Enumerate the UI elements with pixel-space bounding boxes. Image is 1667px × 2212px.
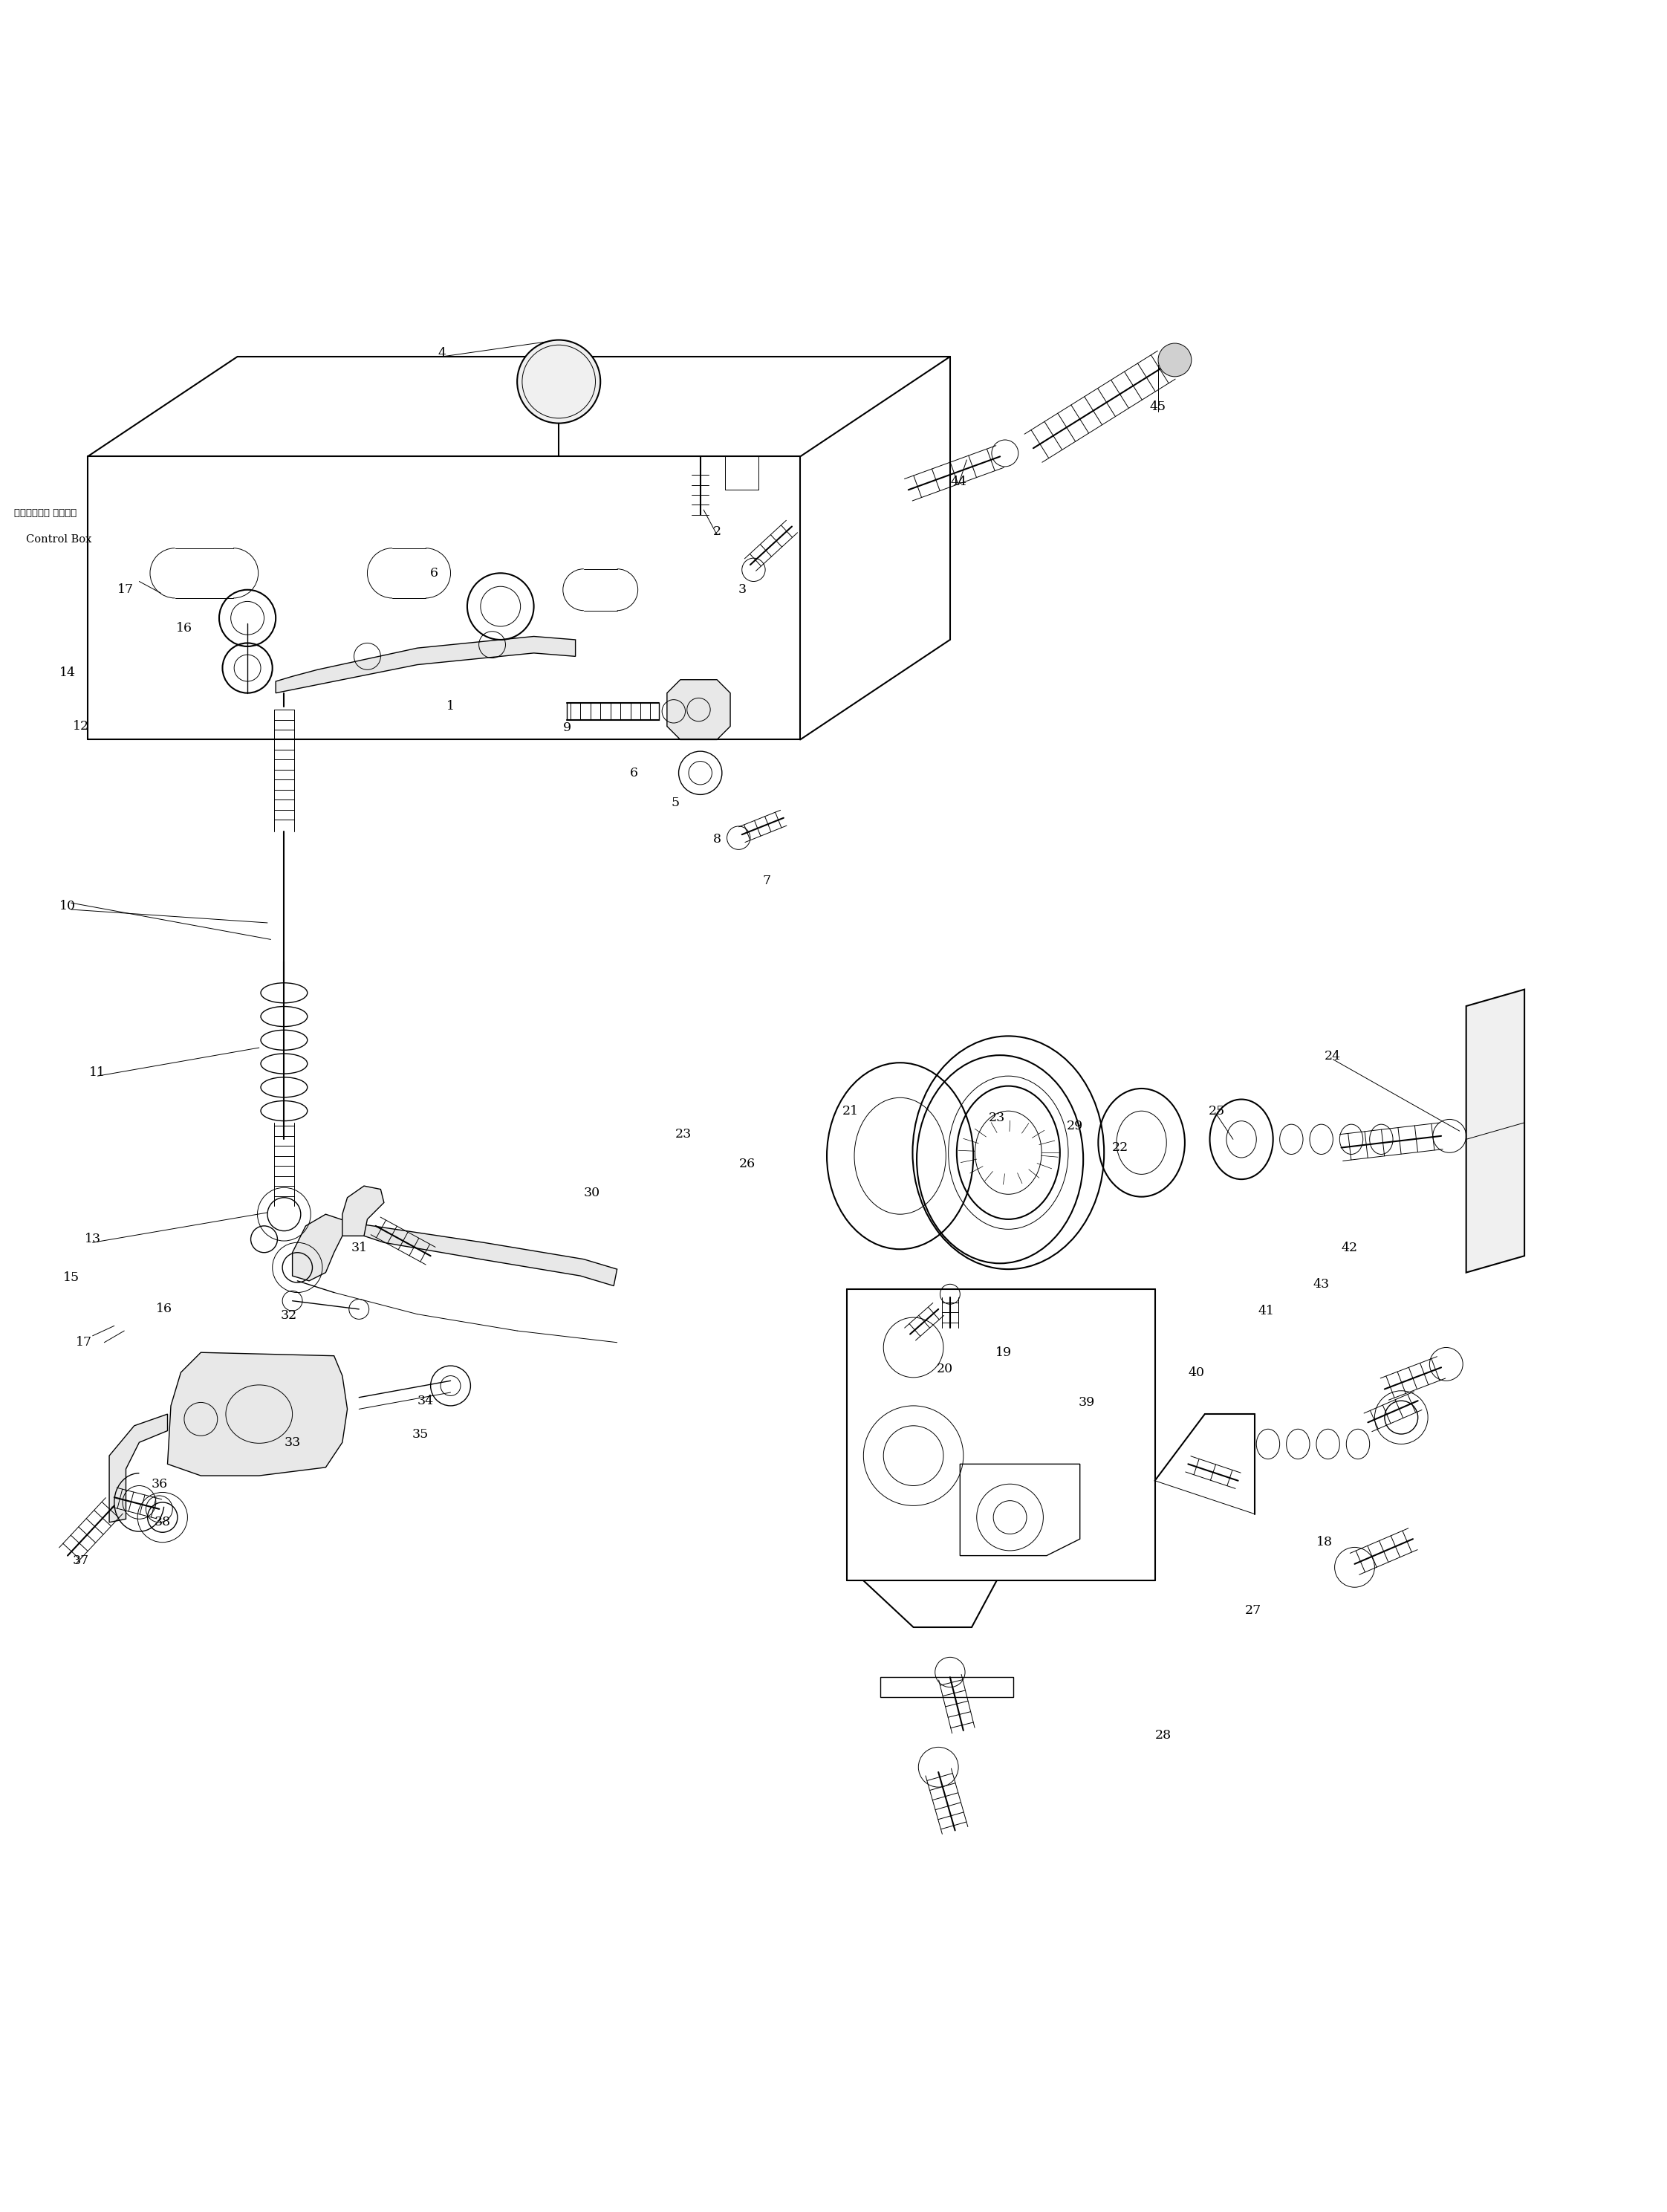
Circle shape bbox=[1159, 343, 1192, 376]
Text: 43: 43 bbox=[1314, 1279, 1330, 1290]
Text: 17: 17 bbox=[118, 584, 133, 595]
Text: 37: 37 bbox=[73, 1555, 90, 1566]
Text: 29: 29 bbox=[1067, 1119, 1084, 1133]
Text: 18: 18 bbox=[1317, 1535, 1334, 1548]
Text: 39: 39 bbox=[1079, 1396, 1095, 1409]
Text: 34: 34 bbox=[417, 1394, 433, 1407]
Text: 20: 20 bbox=[937, 1363, 954, 1376]
Polygon shape bbox=[292, 1214, 617, 1285]
Text: 35: 35 bbox=[412, 1427, 428, 1440]
Text: 44: 44 bbox=[950, 476, 967, 489]
Text: 15: 15 bbox=[63, 1272, 78, 1283]
Polygon shape bbox=[275, 637, 575, 692]
Text: 23: 23 bbox=[675, 1128, 692, 1141]
Text: コントロール ボックス: コントロール ボックス bbox=[15, 509, 77, 518]
Text: 42: 42 bbox=[1342, 1241, 1359, 1254]
Text: 12: 12 bbox=[73, 719, 88, 732]
Text: 16: 16 bbox=[177, 622, 192, 635]
Text: 23: 23 bbox=[989, 1110, 1005, 1124]
Text: 25: 25 bbox=[1209, 1104, 1225, 1117]
Text: 9: 9 bbox=[563, 721, 572, 734]
Text: Control Box: Control Box bbox=[27, 535, 92, 544]
Text: 7: 7 bbox=[763, 876, 772, 887]
Text: 24: 24 bbox=[1325, 1051, 1342, 1062]
Text: 2: 2 bbox=[713, 524, 722, 538]
Text: 33: 33 bbox=[283, 1436, 300, 1449]
Text: 5: 5 bbox=[672, 796, 680, 810]
Text: 30: 30 bbox=[583, 1186, 600, 1199]
Text: 1: 1 bbox=[447, 699, 455, 712]
Text: 31: 31 bbox=[350, 1241, 367, 1254]
Text: 32: 32 bbox=[280, 1310, 297, 1323]
Text: 8: 8 bbox=[713, 834, 722, 845]
Text: 17: 17 bbox=[77, 1336, 92, 1349]
Text: 21: 21 bbox=[842, 1104, 859, 1117]
Text: 41: 41 bbox=[1259, 1305, 1275, 1316]
Text: 19: 19 bbox=[995, 1347, 1012, 1358]
Polygon shape bbox=[667, 679, 730, 739]
Text: 11: 11 bbox=[90, 1066, 105, 1079]
Text: 10: 10 bbox=[60, 900, 75, 914]
Polygon shape bbox=[1467, 989, 1524, 1272]
Text: 22: 22 bbox=[1112, 1141, 1129, 1155]
Text: 38: 38 bbox=[155, 1515, 170, 1528]
Text: 28: 28 bbox=[1155, 1730, 1172, 1741]
Text: 14: 14 bbox=[60, 666, 75, 679]
Text: 6: 6 bbox=[630, 768, 638, 779]
Text: 6: 6 bbox=[430, 566, 438, 580]
Circle shape bbox=[517, 341, 600, 422]
Text: 3: 3 bbox=[738, 584, 747, 595]
Text: 13: 13 bbox=[85, 1232, 100, 1245]
Text: 26: 26 bbox=[738, 1157, 755, 1170]
Polygon shape bbox=[342, 1186, 383, 1237]
Text: 16: 16 bbox=[157, 1303, 172, 1316]
Text: 4: 4 bbox=[438, 347, 447, 361]
Text: 45: 45 bbox=[1150, 400, 1167, 414]
Text: 27: 27 bbox=[1245, 1604, 1262, 1617]
Polygon shape bbox=[167, 1352, 347, 1475]
Text: 40: 40 bbox=[1189, 1367, 1205, 1378]
Text: 36: 36 bbox=[152, 1478, 167, 1491]
Polygon shape bbox=[110, 1413, 167, 1522]
